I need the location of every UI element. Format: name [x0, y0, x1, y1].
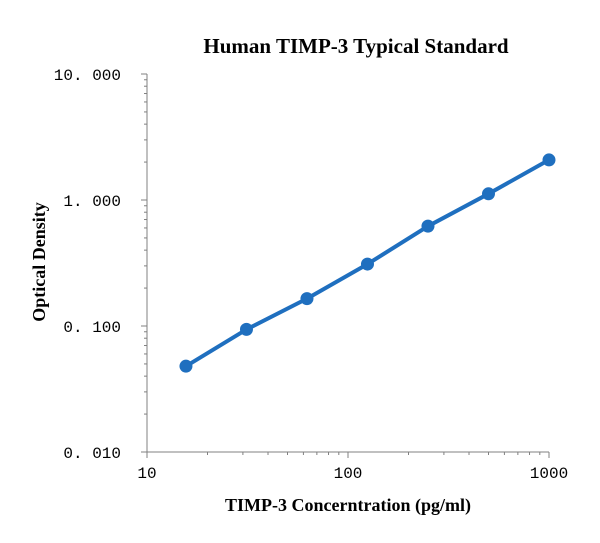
data-point [360, 257, 374, 271]
data-point [300, 292, 314, 306]
y-tick-label: 0. 100 [63, 319, 121, 337]
data-point [421, 219, 435, 233]
data-point [542, 153, 556, 167]
x-tick-label: 10 [137, 465, 156, 483]
y-tick-label: 0. 010 [63, 445, 121, 463]
y-axis-label: Optical Density [29, 202, 49, 322]
x-axis-label: TIMP-3 Concerntration (pg/ml) [225, 495, 471, 516]
x-tick-label: 1000 [530, 465, 568, 483]
data-point [481, 187, 495, 201]
y-tick-label: 1. 000 [63, 193, 121, 211]
chart-title: Human TIMP-3 Typical Standard [203, 34, 508, 58]
data-point [179, 359, 193, 373]
x-tick-label: 100 [334, 465, 363, 483]
data-point [239, 322, 253, 336]
ticks-layer: 10. 000 1. 000 0. 100 0. 010 10 100 1000 [54, 67, 568, 483]
series-layer [179, 153, 556, 373]
y-tick-label: 10. 000 [54, 67, 121, 85]
